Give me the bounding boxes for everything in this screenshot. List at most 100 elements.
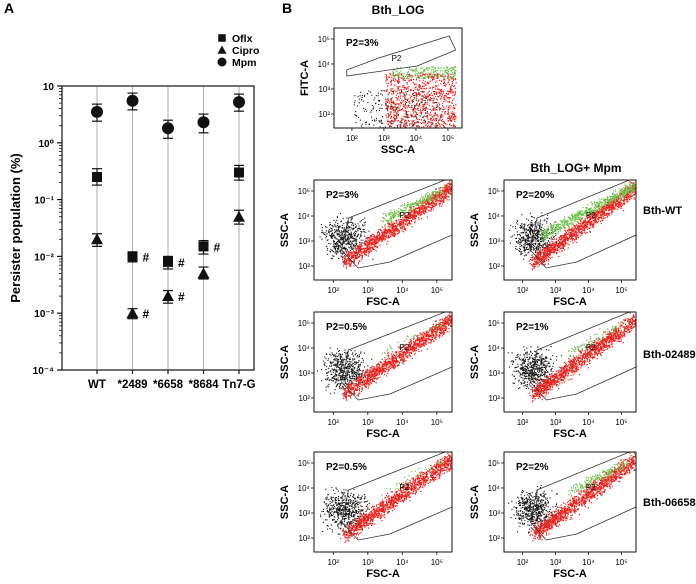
event-dot	[354, 223, 356, 225]
event-dot	[443, 98, 445, 100]
event-dot	[441, 118, 443, 121]
event-dot	[450, 117, 452, 119]
panel-letter-a: A	[4, 0, 14, 16]
event-dot	[397, 114, 399, 116]
event-dot	[360, 231, 363, 233]
event-dot	[454, 126, 457, 128]
event-dot	[541, 245, 543, 247]
event-dot	[450, 119, 453, 121]
event-dot	[434, 194, 436, 196]
event-dot	[532, 230, 534, 232]
event-dot	[573, 228, 575, 230]
event-dot	[595, 219, 597, 221]
event-dot	[425, 210, 427, 212]
event-dot	[358, 227, 360, 229]
event-dot	[432, 206, 434, 208]
event-dot	[390, 111, 392, 113]
event-dot	[339, 212, 342, 215]
event-dot	[383, 229, 385, 231]
event-dot	[344, 256, 346, 258]
event-dot	[603, 214, 606, 216]
event-dot	[353, 248, 355, 250]
event-dot	[332, 258, 334, 260]
event-dot	[398, 219, 400, 221]
event-dot	[453, 98, 455, 100]
event-dot	[545, 256, 547, 258]
event-dot	[530, 228, 532, 230]
event-dot	[431, 119, 433, 122]
event-dot	[354, 234, 356, 236]
event-dot	[356, 115, 358, 117]
event-dot	[572, 226, 574, 229]
event-dot	[339, 236, 341, 238]
event-dot	[539, 251, 541, 253]
event-dot	[422, 69, 425, 72]
event-dot	[370, 246, 372, 249]
event-dot	[532, 263, 535, 265]
event-dot	[430, 208, 433, 210]
event-dot	[404, 125, 406, 127]
event-dot	[334, 229, 336, 231]
event-dot	[416, 114, 419, 116]
event-dot	[396, 212, 398, 214]
event-dot	[453, 124, 455, 127]
event-dot	[525, 247, 527, 249]
event-dot	[574, 233, 577, 236]
event-dot	[526, 244, 528, 246]
event-dot	[415, 116, 417, 118]
event-dot	[559, 238, 561, 240]
event-dot	[325, 230, 328, 232]
event-dot	[606, 212, 608, 214]
event-dot	[413, 206, 415, 208]
event-dot	[404, 87, 407, 89]
event-dot	[351, 251, 353, 253]
event-dot	[443, 121, 445, 123]
data-point-circle	[197, 116, 210, 129]
event-dot	[411, 108, 414, 111]
event-dot	[411, 100, 413, 103]
event-dot	[453, 114, 455, 116]
y-tick-label: 10²	[298, 262, 310, 271]
event-dot	[394, 231, 396, 233]
event-dot	[403, 228, 405, 230]
event-dot	[521, 225, 523, 227]
event-dot	[400, 208, 402, 211]
event-dot	[364, 241, 366, 244]
event-dot	[404, 220, 406, 222]
event-dot	[518, 240, 520, 242]
event-dot	[620, 206, 622, 208]
event-dot	[414, 71, 416, 73]
event-dot	[402, 209, 404, 212]
event-dot	[390, 102, 393, 104]
event-dot	[598, 212, 600, 214]
event-dot	[447, 111, 449, 113]
event-dot	[413, 215, 415, 217]
event-dot	[447, 90, 449, 92]
event-dot	[439, 203, 442, 205]
event-dot	[409, 90, 412, 92]
event-dot	[539, 247, 542, 249]
event-dot	[368, 90, 370, 92]
event-dot	[541, 212, 543, 214]
event-dot	[633, 189, 635, 191]
event-dot	[413, 106, 415, 108]
event-dot	[599, 220, 602, 223]
event-dot	[344, 258, 346, 260]
event-dot	[548, 244, 550, 246]
event-dot	[392, 216, 394, 218]
event-dot	[428, 75, 430, 77]
event-dot	[599, 209, 601, 211]
event-dot	[391, 104, 393, 106]
event-dot	[406, 73, 408, 76]
event-dot	[534, 248, 536, 250]
event-dot	[522, 238, 524, 240]
event-dot	[522, 231, 524, 233]
event-dot	[352, 254, 354, 256]
event-dot	[436, 80, 438, 82]
event-dot	[330, 243, 332, 245]
event-dot	[575, 236, 577, 238]
event-dot	[428, 94, 430, 97]
event-dot	[549, 243, 551, 245]
event-dot	[520, 239, 522, 241]
event-dot	[551, 256, 553, 259]
